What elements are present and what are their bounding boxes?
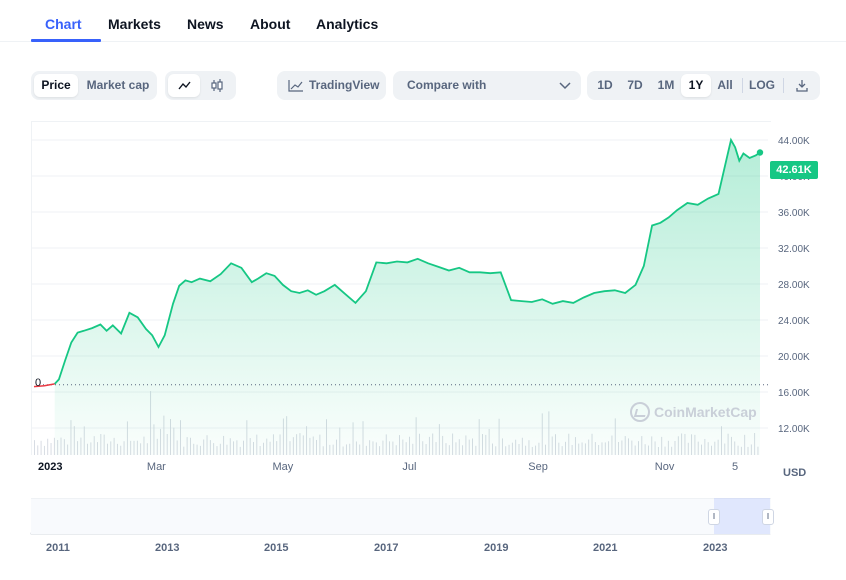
- market-cap-button[interactable]: Market cap: [86, 78, 150, 92]
- range-divider: [783, 78, 784, 93]
- price-area: [54, 140, 760, 455]
- zero-label: 0: [35, 377, 42, 389]
- chart-frame: [31, 121, 771, 455]
- x-tick-label: Nov: [655, 461, 675, 473]
- price-line: [54, 137, 761, 385]
- pre-series-line: [33, 383, 55, 388]
- y-tick-label: 20.00K: [778, 352, 810, 363]
- volume-bar: [34, 440, 35, 455]
- current-price-label: 42.61K: [770, 161, 818, 179]
- range-selector: 1D 7D 1M 1Y All LOG: [587, 71, 820, 100]
- navigator-year-label: 2013: [155, 542, 180, 554]
- navigator-year-label: 2017: [374, 542, 399, 554]
- x-tick-label: Mar: [147, 461, 166, 473]
- x-tick-label: Sep: [528, 461, 548, 473]
- navigator-selection[interactable]: [714, 498, 770, 534]
- navigator[interactable]: [31, 498, 771, 534]
- navigator-year-label: 2015: [264, 542, 289, 554]
- x-tick-label: 2023: [38, 461, 62, 473]
- range-1m-button[interactable]: 1M: [657, 78, 675, 92]
- y-tick-label: 32.00K: [778, 244, 810, 255]
- trend-chart-icon: [288, 80, 303, 92]
- tab-bar: Chart Markets News About Analytics: [0, 0, 846, 42]
- x-tick-label: 5: [732, 461, 738, 473]
- navigator-left-handle[interactable]: ǁ: [708, 509, 720, 525]
- volume-bar: [47, 438, 49, 455]
- y-tick-label: 28.00K: [778, 280, 810, 291]
- navigator-year-label: 2023: [703, 542, 728, 554]
- navigator-year-label: 2021: [593, 542, 618, 554]
- navigator-year-label: 2019: [484, 542, 509, 554]
- range-1d-button[interactable]: 1D: [597, 78, 613, 92]
- volume-bar: [37, 445, 39, 455]
- range-7d-button[interactable]: 7D: [627, 78, 643, 92]
- volume-bar: [43, 445, 45, 455]
- x-tick-label: Jul: [402, 461, 416, 473]
- y-tick-label: 12.00K: [778, 424, 810, 435]
- navigator-year-label: 2011: [46, 542, 70, 554]
- range-1y-button[interactable]: 1Y: [681, 74, 711, 97]
- candlestick-icon: [211, 79, 223, 92]
- tab-chart[interactable]: Chart: [45, 16, 82, 32]
- tradingview-button[interactable]: TradingView: [277, 71, 386, 100]
- range-divider: [742, 78, 743, 93]
- watermark-text: CoinMarketCap: [654, 404, 757, 420]
- volume-bar: [53, 437, 55, 455]
- compare-label: Compare with: [407, 78, 487, 92]
- current-price-dot: [756, 149, 764, 156]
- y-tick-label: 16.00K: [778, 388, 810, 399]
- metric-toggle: Price Market cap: [31, 71, 157, 100]
- tradingview-label: TradingView: [309, 78, 380, 92]
- download-icon: [796, 80, 808, 92]
- x-tick-label: May: [273, 461, 294, 473]
- line-chart-button[interactable]: [168, 74, 200, 97]
- currency-label: USD: [783, 467, 807, 479]
- download-button[interactable]: [788, 74, 816, 97]
- range-all-button[interactable]: All: [717, 78, 733, 92]
- price-button[interactable]: Price: [34, 74, 78, 97]
- tab-analytics[interactable]: Analytics: [316, 16, 379, 32]
- compare-dropdown[interactable]: Compare with: [393, 71, 581, 100]
- candlestick-button[interactable]: [201, 74, 233, 97]
- navigator-right-handle[interactable]: ǁ: [762, 509, 774, 525]
- volume-bar: [50, 443, 52, 455]
- active-tab-indicator: [31, 39, 101, 42]
- coinmarketcap-logo-icon: [630, 402, 650, 422]
- y-tick-label: 44.00K: [778, 136, 810, 147]
- watermark: CoinMarketCap: [630, 402, 757, 422]
- y-tick-label: 36.00K: [778, 208, 810, 219]
- tab-about[interactable]: About: [250, 16, 291, 32]
- y-tick-label: 24.00K: [778, 316, 810, 327]
- chart-type-toggle: [165, 71, 236, 100]
- volume-bar: [40, 440, 42, 455]
- tab-news[interactable]: News: [187, 16, 224, 32]
- tab-markets[interactable]: Markets: [108, 16, 161, 32]
- log-scale-button[interactable]: LOG: [749, 78, 775, 92]
- chevron-down-icon: [559, 82, 571, 90]
- line-chart-icon: [178, 81, 191, 90]
